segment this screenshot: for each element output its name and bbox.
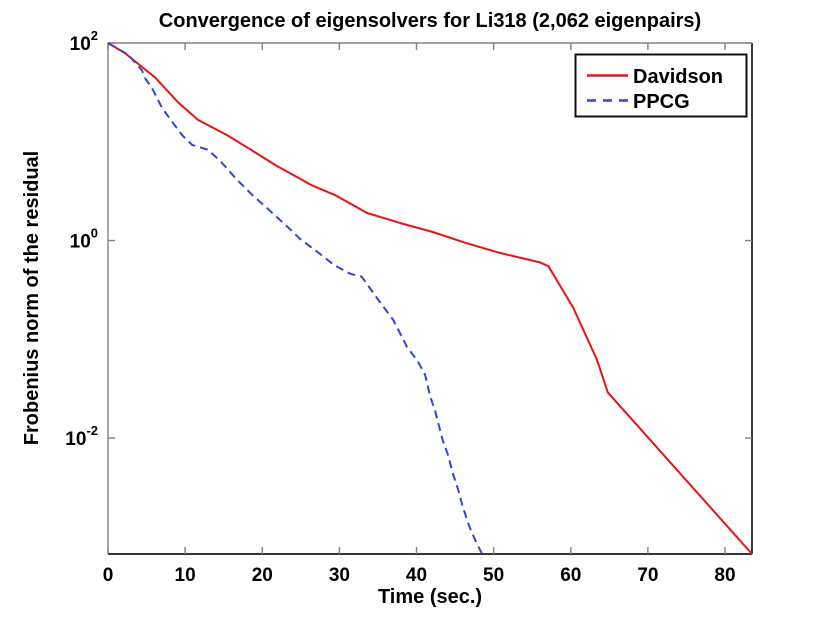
x-axis-label: Time (sec.) bbox=[378, 586, 482, 608]
y-axis-label: Frobenius norm of the residual bbox=[21, 151, 43, 445]
x-tick-label: 50 bbox=[483, 565, 504, 586]
y-tick-label: 10-2 bbox=[65, 423, 98, 450]
chart-title: Convergence of eigensolvers for Li318 (2… bbox=[159, 10, 701, 32]
axis-ticks: 0 10 20 30 40 50 60 70 80 102 100 10-2 bbox=[65, 28, 752, 586]
x-tick-label: 80 bbox=[714, 565, 735, 586]
x-tick-label: 70 bbox=[637, 565, 658, 586]
x-tick-label: 10 bbox=[175, 565, 196, 586]
x-tick-label: 40 bbox=[406, 565, 427, 586]
legend-davidson-label: Davidson bbox=[633, 66, 723, 88]
x-tick-label: 30 bbox=[329, 565, 350, 586]
data-series bbox=[107, 42, 753, 555]
plot-frame bbox=[107, 42, 753, 555]
legend-ppcg-label: PPCG bbox=[633, 91, 690, 113]
x-tick-label: 20 bbox=[252, 565, 273, 586]
ppcg-line bbox=[107, 42, 483, 555]
legend-box bbox=[574, 53, 748, 118]
y-tick-label: 102 bbox=[70, 28, 98, 55]
x-tick-label: 0 bbox=[103, 565, 114, 586]
davidson-line bbox=[107, 42, 753, 555]
y-tick-label: 100 bbox=[70, 226, 98, 253]
legend: Davidson PPCG bbox=[574, 53, 748, 118]
x-tick-label: 60 bbox=[560, 565, 581, 586]
